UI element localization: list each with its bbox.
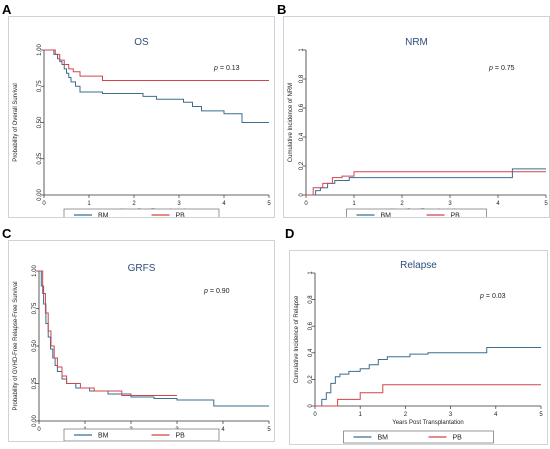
- panel-letter: B: [277, 2, 287, 17]
- y-tick-label: 0.75: [32, 302, 38, 314]
- y-axis-label: Cumulative Incidence of NRM: [288, 83, 294, 162]
- chart-svg: GRFS0123450.000.250.500.751.00Years Post…: [13, 263, 271, 442]
- y-tick-label: 0.50: [37, 116, 43, 128]
- y-tick-label: 0.25: [37, 152, 43, 164]
- legend-label: PB: [176, 433, 186, 440]
- legend-label: BM: [98, 213, 109, 218]
- x-tick-label: 4: [222, 201, 226, 207]
- series-line-pb: [315, 384, 541, 407]
- chart-panel-c: GRFS0123450.000.250.500.751.00Years Post…: [8, 240, 275, 442]
- series-line-bm: [39, 270, 269, 407]
- x-tick-label: 2: [132, 201, 136, 207]
- x-tick-label: 0: [304, 201, 308, 207]
- legend-label: PB: [451, 213, 461, 218]
- series-line-bm: [315, 346, 541, 407]
- p-value-annotation: p = 0.13: [213, 65, 240, 72]
- y-tick-label: 0: [308, 404, 314, 408]
- y-tick-label: 0.8: [308, 295, 314, 304]
- panel-letter: C: [2, 226, 12, 241]
- legend-box: [346, 208, 487, 222]
- x-tick-label: 1: [87, 201, 91, 207]
- legend: BM PB: [343, 430, 494, 444]
- y-tick-label: 1.00: [37, 44, 43, 56]
- y-tick-label: 0.8: [299, 74, 305, 83]
- p-value-annotation: p = 0.90: [203, 288, 230, 295]
- p-value: = 0.75: [495, 65, 515, 72]
- y-tick-label: 0.25: [32, 377, 38, 389]
- series-line-bm: [44, 49, 269, 123]
- chart-title: OS: [134, 37, 149, 48]
- y-tick-label: 0.2: [308, 375, 314, 384]
- x-tick-label: 5: [544, 201, 548, 207]
- y-tick-label: 0: [299, 193, 305, 197]
- chart-title: NRM: [405, 37, 428, 48]
- x-tick-label: 4: [496, 201, 500, 207]
- p-symbol: p: [488, 65, 493, 72]
- x-tick-label: 2: [404, 412, 408, 418]
- x-tick-label: 0: [313, 412, 317, 418]
- y-tick-label: 1: [308, 271, 314, 275]
- panel-letter: A: [2, 2, 12, 17]
- y-tick-label: 1.00: [32, 265, 38, 277]
- y-tick-label: 0.2: [299, 161, 305, 170]
- x-tick-label: 5: [267, 201, 271, 207]
- y-tick-label: 0.6: [308, 321, 314, 330]
- x-tick-label: 0: [42, 201, 46, 207]
- y-tick-label: 0.50: [32, 340, 38, 352]
- x-tick-label: 2: [400, 201, 404, 207]
- chart-title: GRFS: [128, 263, 156, 274]
- x-tick-label: 3: [449, 412, 453, 418]
- p-value: = 0.90: [210, 288, 230, 295]
- legend-box: [63, 208, 220, 222]
- legend-label: BM: [98, 433, 109, 440]
- chart-svg: Relapse 0 1 2 3 4 5 0 0.2 0.4 0.6 0.8 1 Years Post Tr…: [294, 260, 543, 444]
- legend-label: PB: [453, 435, 463, 442]
- series-line-pb: [39, 270, 177, 396]
- x-tick-label: 3: [448, 201, 452, 207]
- y-tick-label: 0.00: [37, 189, 43, 201]
- p-symbol: p: [213, 65, 218, 72]
- x-axis-label: Years Post Transplantation: [392, 420, 464, 426]
- y-tick-label: 0.4: [308, 348, 314, 357]
- p-symbol: p: [479, 293, 484, 300]
- legend-label: BM: [378, 435, 389, 442]
- y-tick-label: 0.00: [32, 415, 38, 427]
- x-tick-label: 4: [494, 412, 498, 418]
- x-tick-label: 3: [177, 201, 181, 207]
- x-tick-label: 5: [539, 412, 543, 418]
- legend: BM PB: [346, 208, 487, 222]
- legend: BM PB: [63, 208, 220, 222]
- y-tick-label: 0.4: [299, 132, 305, 141]
- y-tick-label: 0.75: [37, 80, 43, 92]
- y-axis-label: Probability of Overall Survival: [13, 83, 19, 161]
- chart-panel-d: Relapse 0 1 2 3 4 5 0 0.2 0.4 0.6 0.8 1 Years Post Tr…: [289, 250, 548, 445]
- series-line-bm: [306, 168, 546, 196]
- series-line-pb: [306, 171, 546, 196]
- legend-label: PB: [176, 213, 186, 218]
- p-value-annotation: p = 0.03: [479, 293, 506, 300]
- p-value: = 0.13: [220, 65, 240, 72]
- p-symbol: p: [203, 288, 208, 295]
- legend-box: [343, 430, 494, 444]
- x-tick-label: 1: [352, 201, 356, 207]
- legend: BM PB: [63, 428, 220, 442]
- p-value: = 0.03: [486, 293, 506, 300]
- x-tick-label: 4: [221, 427, 225, 433]
- x-tick-label: 0: [37, 427, 41, 433]
- y-axis-label: Cumulative Incidence of Relapse: [294, 295, 300, 383]
- chart-title: Relapse: [400, 260, 437, 271]
- y-tick-label: 1: [299, 48, 305, 52]
- p-value-annotation: p = 0.75: [488, 65, 515, 72]
- y-axis-label: Probability of GVHD-Free Relapse-Free Su…: [13, 281, 19, 410]
- panel-letter: D: [285, 226, 295, 241]
- legend-label: BM: [381, 213, 392, 218]
- series-line-pb: [44, 49, 269, 81]
- x-tick-label: 5: [267, 427, 271, 433]
- x-tick-label: 1: [359, 412, 363, 418]
- y-tick-label: 0.6: [299, 103, 305, 112]
